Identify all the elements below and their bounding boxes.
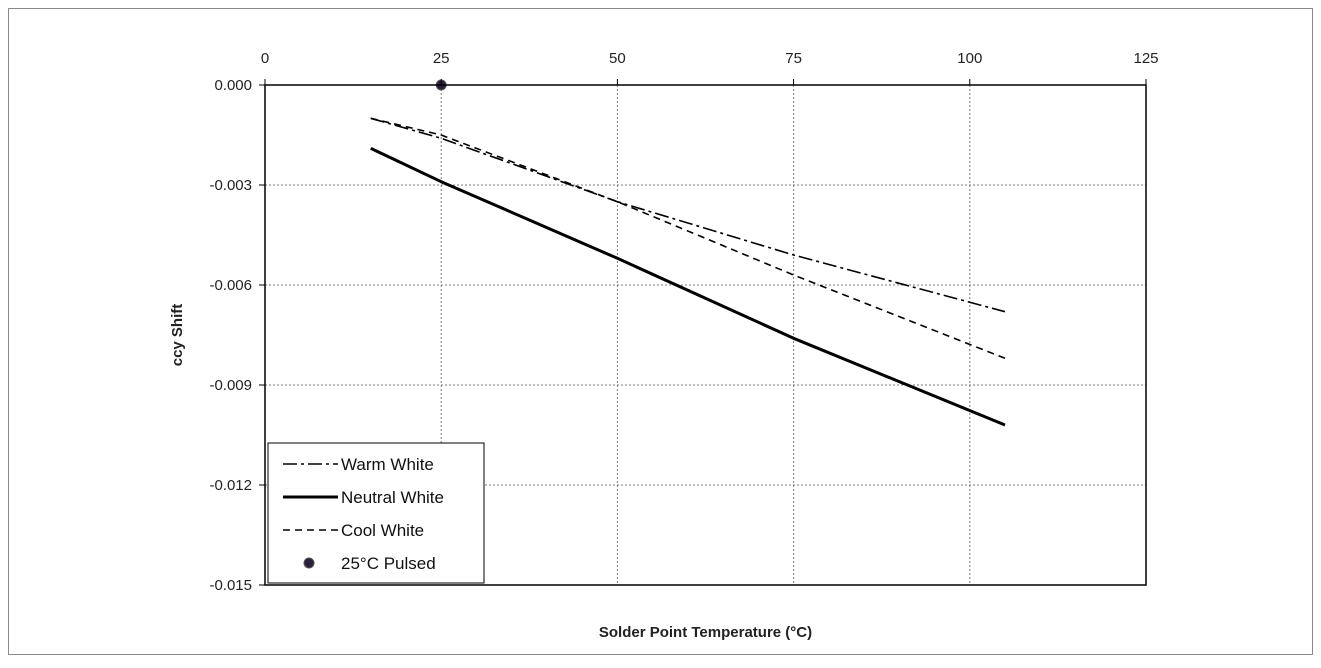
y-tick-label: -0.006 [209,277,252,294]
y-axis-title: ccy Shift [169,304,186,367]
outer-border [8,8,1313,655]
legend-marker-25-c-pulsed [303,557,315,569]
series-line-neutral-white [370,146,1006,427]
y-tick-label: -0.003 [209,177,252,194]
y-tick-label: -0.015 [209,577,252,594]
x-tick-label: 0 [261,50,269,67]
y-tick-label: 0.000 [214,77,252,94]
x-tick-label: 100 [957,50,982,67]
x-tick-label: 75 [785,50,802,67]
legend-label-25-c-pulsed: 25°C Pulsed [341,554,436,573]
legend-items: Warm White Neutral White Cool White 25°C Pu… [283,455,444,573]
tick-layer: 0 25 50 75 100 125 0.000 -0.003 -0.006 -0.009 -0.0… [209,50,1158,594]
series-line-warm-white [370,117,1006,313]
x-tick-label: 25 [433,50,450,67]
x-tick-label: 125 [1133,50,1158,67]
legend-label-cool-white: Cool White [341,521,424,540]
series-line-cool-white [370,117,1006,360]
x-axis-title: Solder Point Temperature (°C) [599,624,812,641]
legend: Warm White Neutral White Cool White 25°C Pu… [267,442,485,584]
y-tick-label: -0.009 [209,377,252,394]
legend-label-neutral-white: Neutral White [341,488,444,507]
legend-label-warm-white: Warm White [341,455,434,474]
y-tick-label: -0.012 [209,477,252,494]
plot-area-frame [264,84,1147,586]
legend-box [267,442,485,584]
x-tick-label: 50 [609,50,626,67]
